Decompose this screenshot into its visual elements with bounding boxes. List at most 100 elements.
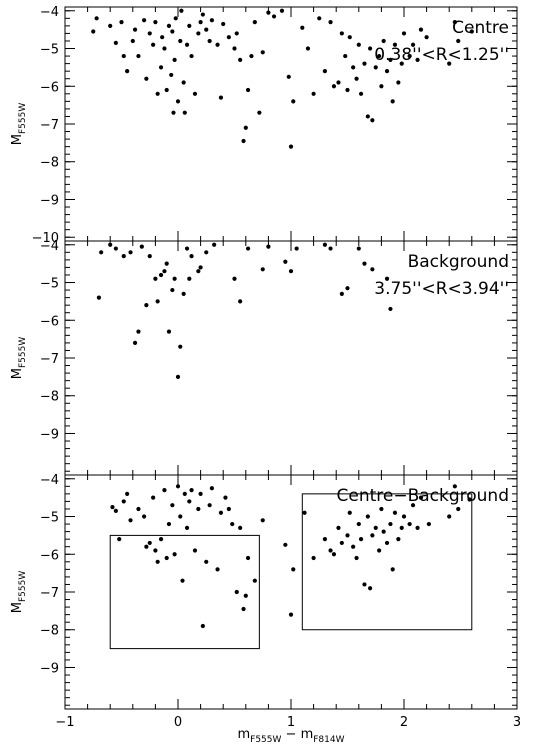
data-point bbox=[218, 95, 224, 100]
data-point bbox=[392, 42, 398, 47]
x-tick-label: 2 bbox=[400, 715, 408, 730]
data-point bbox=[390, 567, 395, 572]
data-point bbox=[384, 276, 390, 281]
data-point bbox=[415, 57, 420, 62]
data-point bbox=[187, 499, 192, 504]
data-point bbox=[153, 548, 158, 553]
data-point bbox=[234, 31, 239, 36]
data-point bbox=[266, 10, 271, 15]
y-tick-label: −10 bbox=[32, 231, 59, 246]
data-point bbox=[192, 91, 198, 96]
panel-annotation: 0.38''<R<1.25'' bbox=[374, 45, 509, 65]
data-point bbox=[456, 506, 461, 512]
data-point bbox=[311, 555, 316, 561]
data-point bbox=[396, 80, 401, 85]
data-point bbox=[322, 537, 327, 542]
data-point bbox=[418, 27, 424, 32]
data-point bbox=[390, 99, 395, 104]
data-point bbox=[175, 374, 181, 379]
data-point bbox=[162, 269, 167, 274]
y-tick-label: −7 bbox=[40, 586, 59, 601]
data-point bbox=[257, 110, 262, 115]
data-point bbox=[178, 344, 183, 349]
y-tick-label: −4 bbox=[40, 473, 59, 488]
data-point bbox=[410, 503, 416, 508]
data-point bbox=[192, 548, 198, 553]
data-point bbox=[232, 46, 237, 51]
data-point bbox=[94, 16, 99, 21]
data-point bbox=[155, 299, 160, 304]
data-point bbox=[121, 53, 126, 59]
y-tick-label: −8 bbox=[40, 390, 59, 405]
data-point bbox=[410, 42, 416, 47]
data-point bbox=[356, 42, 361, 47]
data-point bbox=[119, 19, 124, 25]
data-point bbox=[401, 514, 407, 519]
data-point bbox=[212, 242, 217, 247]
data-point bbox=[331, 552, 337, 557]
data-point bbox=[336, 525, 341, 530]
data-point bbox=[384, 540, 390, 546]
y-tick-label: −5 bbox=[40, 277, 59, 292]
data-point bbox=[347, 510, 352, 515]
data-point bbox=[351, 65, 356, 70]
data-point bbox=[121, 253, 126, 259]
data-point bbox=[347, 35, 352, 40]
data-point bbox=[184, 525, 190, 530]
data-point bbox=[291, 99, 296, 104]
data-point bbox=[370, 267, 375, 272]
data-point bbox=[170, 503, 175, 508]
data-point bbox=[136, 506, 141, 512]
data-point bbox=[243, 125, 248, 130]
data-point bbox=[204, 250, 209, 255]
data-point bbox=[113, 508, 118, 513]
data-point bbox=[377, 548, 382, 553]
data-point bbox=[164, 555, 169, 561]
data-point bbox=[209, 18, 214, 23]
data-point bbox=[110, 504, 115, 510]
data-point bbox=[370, 533, 375, 538]
data-point bbox=[381, 38, 386, 44]
panel-annotation: Background bbox=[408, 252, 509, 272]
data-point bbox=[178, 38, 183, 44]
data-point bbox=[286, 74, 291, 79]
data-point bbox=[288, 144, 294, 149]
data-point bbox=[198, 19, 203, 25]
data-point bbox=[302, 510, 307, 515]
data-point bbox=[243, 593, 248, 598]
data-point bbox=[328, 246, 333, 251]
data-point bbox=[200, 623, 205, 629]
data-point bbox=[223, 495, 228, 500]
data-point bbox=[356, 521, 361, 527]
data-point bbox=[396, 537, 401, 542]
data-point bbox=[252, 578, 257, 583]
data-point bbox=[415, 525, 420, 530]
data-point bbox=[184, 42, 190, 47]
data-point bbox=[153, 276, 158, 281]
data-point bbox=[215, 42, 220, 47]
data-point bbox=[132, 340, 138, 346]
data-point bbox=[452, 19, 457, 25]
y-tick-label: −7 bbox=[40, 118, 59, 133]
data-point bbox=[164, 87, 169, 93]
data-point bbox=[279, 8, 285, 13]
data-point bbox=[331, 84, 337, 89]
data-point bbox=[401, 31, 407, 36]
data-point bbox=[182, 491, 187, 496]
data-point bbox=[151, 495, 156, 500]
data-point bbox=[181, 80, 186, 85]
data-point bbox=[343, 53, 348, 59]
x-tick-label: 3 bbox=[513, 715, 521, 730]
data-point bbox=[166, 521, 172, 527]
data-point bbox=[136, 329, 141, 334]
y-tick-label: −6 bbox=[40, 314, 59, 329]
data-point bbox=[147, 253, 152, 259]
data-point bbox=[172, 276, 177, 281]
data-point bbox=[407, 53, 412, 59]
data-point bbox=[160, 35, 165, 40]
data-point bbox=[142, 514, 147, 519]
data-point bbox=[204, 559, 209, 564]
panel-annotation: 3.75''<R<3.94'' bbox=[374, 279, 509, 299]
data-point bbox=[187, 23, 192, 28]
